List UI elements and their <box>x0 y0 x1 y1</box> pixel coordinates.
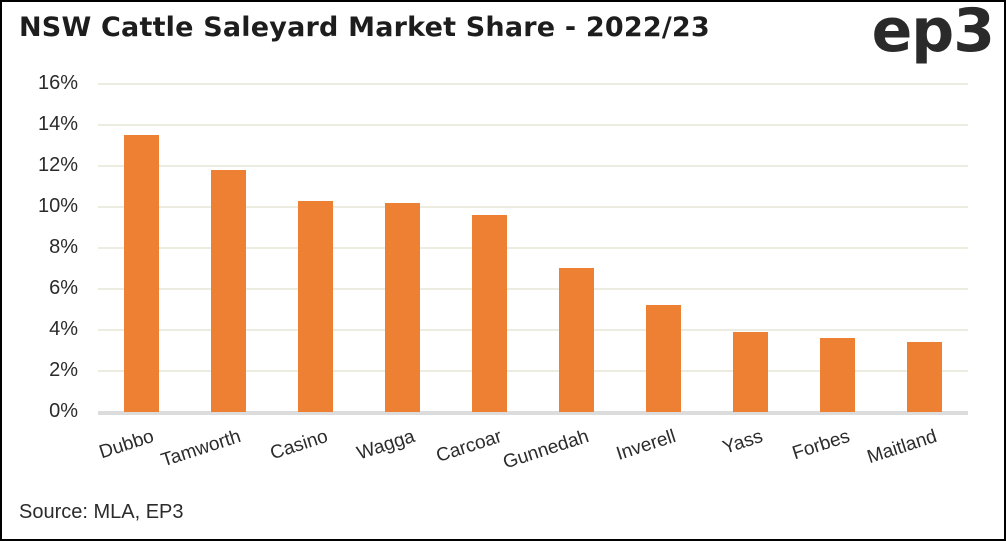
bar-dubbo <box>124 135 159 412</box>
y-tick-label: 4% <box>49 318 78 340</box>
bar-casino <box>298 201 333 412</box>
bar-tamworth <box>211 170 246 412</box>
y-tick-label: 14% <box>37 113 78 135</box>
bar-yass <box>733 332 768 412</box>
y-tick-label: 16% <box>37 72 78 94</box>
gridline <box>98 124 968 126</box>
y-tick-label: 0% <box>49 400 78 422</box>
y-tick-label: 10% <box>37 195 78 217</box>
gridline <box>98 165 968 167</box>
y-tick-label: 2% <box>49 359 78 381</box>
y-tick-label: 8% <box>49 236 78 258</box>
gridline <box>98 288 968 290</box>
bar-maitland <box>907 342 942 412</box>
gridline <box>98 247 968 249</box>
y-tick-label: 6% <box>49 277 78 299</box>
x-axis-line <box>98 411 968 415</box>
bar-wagga <box>385 203 420 412</box>
chart-title: NSW Cattle Saleyard Market Share - 2022/… <box>19 12 710 43</box>
bar-inverell <box>646 305 681 412</box>
source-note: Source: MLA, EP3 <box>19 501 184 523</box>
bar-gunnedah <box>559 268 594 412</box>
gridline <box>98 329 968 331</box>
ep3-logo: ep3 <box>871 0 995 66</box>
bar-carcoar <box>472 215 507 412</box>
bar-forbes <box>820 338 855 412</box>
gridline <box>98 83 968 85</box>
gridline <box>98 206 968 208</box>
gridline <box>98 370 968 372</box>
y-tick-label: 12% <box>37 154 78 176</box>
